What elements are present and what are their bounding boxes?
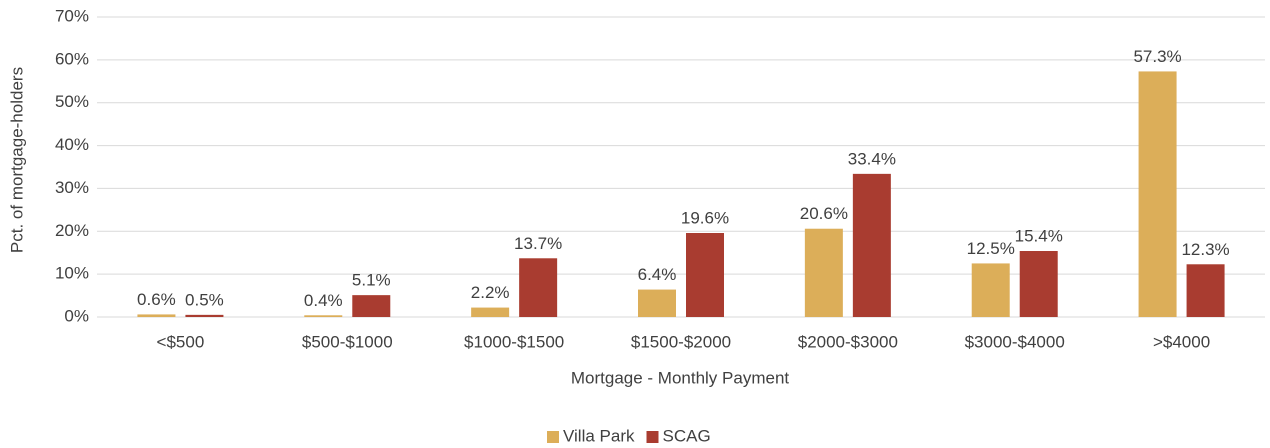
data-label: 19.6% <box>681 208 729 227</box>
bar <box>638 289 676 317</box>
bar <box>304 315 343 317</box>
data-label: 12.5% <box>967 239 1015 258</box>
x-tick-label: <$500 <box>157 332 205 351</box>
bar <box>686 233 724 317</box>
x-tick-label: $3000-$4000 <box>965 332 1065 351</box>
bar <box>852 173 891 317</box>
data-label: 33.4% <box>848 149 896 168</box>
y-tick-label: 10% <box>55 264 89 283</box>
data-label: 0.4% <box>304 291 343 310</box>
y-tick-label: 0% <box>64 306 89 325</box>
bar <box>1138 71 1177 317</box>
data-label: 0.5% <box>185 290 224 309</box>
data-label: 57.3% <box>1133 47 1181 66</box>
legend-swatch <box>646 431 659 443</box>
bar <box>1019 251 1058 317</box>
bar <box>352 295 391 317</box>
data-label: 2.2% <box>471 283 510 302</box>
y-tick-label: 20% <box>55 221 89 240</box>
legend-label: SCAG <box>663 426 711 445</box>
x-tick-label: $500-$1000 <box>302 332 393 351</box>
data-label: 5.1% <box>352 271 391 290</box>
y-tick-label: 40% <box>55 135 89 154</box>
bar <box>137 314 176 317</box>
bar <box>804 228 843 317</box>
legend-label: Villa Park <box>563 426 635 445</box>
data-label: 12.3% <box>1181 240 1229 259</box>
bar <box>1186 264 1225 317</box>
x-tick-label: $1000-$1500 <box>464 332 564 351</box>
x-tick-label: $1500-$2000 <box>631 332 731 351</box>
data-label: 20.6% <box>800 204 848 223</box>
x-tick-label: $2000-$3000 <box>798 332 898 351</box>
x-tick-label: >$4000 <box>1153 332 1210 351</box>
bar <box>471 307 510 317</box>
bar <box>185 314 224 317</box>
bar <box>971 263 1010 317</box>
data-label: 0.6% <box>137 290 176 309</box>
bar <box>519 258 558 317</box>
y-tick-label: 70% <box>55 6 89 25</box>
data-label: 6.4% <box>638 265 677 284</box>
legend-swatch <box>547 431 559 443</box>
data-label: 13.7% <box>514 234 562 253</box>
y-tick-label: 60% <box>55 49 89 68</box>
x-axis-label: Mortgage - Monthly Payment <box>571 368 790 387</box>
y-tick-label: 30% <box>55 178 89 197</box>
data-label: 15.4% <box>1015 226 1063 245</box>
y-axis-label: Pct. of mortgage-holders <box>7 67 26 253</box>
y-tick-label: 50% <box>55 92 89 111</box>
